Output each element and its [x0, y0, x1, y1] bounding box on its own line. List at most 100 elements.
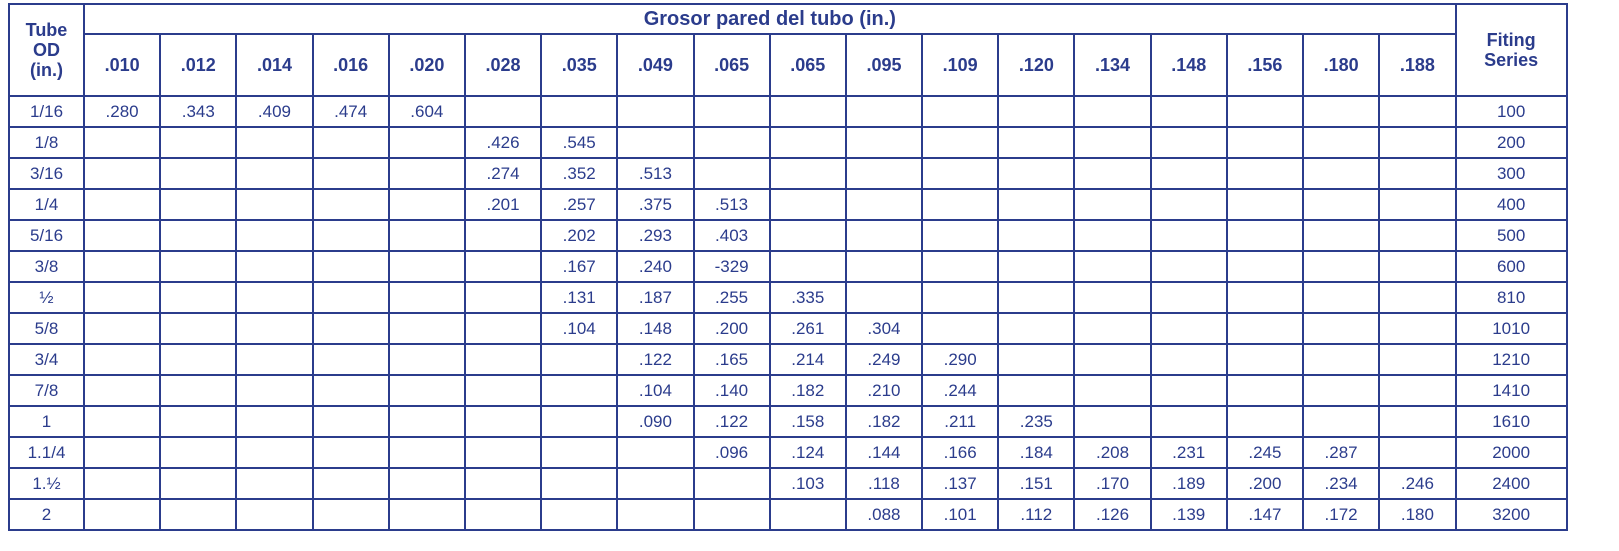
value-cell [844, 126, 924, 159]
series-cell: 2400 [1454, 467, 1568, 500]
table-row: 1/8 .426.545 200 [8, 126, 1568, 159]
value-cell [616, 436, 695, 469]
value-cell [844, 188, 924, 221]
header-line: (in.) [30, 60, 63, 80]
value-cell [692, 157, 771, 190]
value-cell [1225, 219, 1305, 252]
value-cell [387, 281, 466, 314]
series-cell: 1410 [1454, 374, 1568, 407]
value-cell [311, 498, 390, 531]
table-row: 2 .088.101.112.126.139.147.172.180 3200 [8, 498, 1568, 531]
value-cell [1301, 157, 1381, 190]
series-cell: 1210 [1454, 343, 1568, 376]
od-cell: 7/8 [8, 374, 85, 407]
value-cell [768, 219, 847, 252]
value-cell [844, 281, 924, 314]
value-cell: .147 [1225, 498, 1305, 531]
od-cell: 5/16 [8, 219, 85, 252]
value-cell [921, 126, 1000, 159]
header-line: Series [1484, 50, 1539, 70]
value-cell: .290 [921, 343, 1000, 376]
value-cell: .122 [692, 405, 771, 438]
value-cell [82, 498, 162, 531]
value-cell [997, 312, 1076, 345]
value-cell [768, 250, 847, 283]
series-cell: 3200 [1454, 498, 1568, 531]
value-cell [1073, 95, 1152, 128]
value-cell [921, 312, 1000, 345]
value-cell [159, 312, 238, 345]
value-cell [921, 219, 1000, 252]
value-cell [159, 405, 238, 438]
value-cell: .201 [463, 188, 543, 221]
value-cell [1073, 281, 1152, 314]
value-cell [235, 312, 314, 345]
wall-header: .148 [1149, 33, 1228, 97]
wall-header: .065 [768, 33, 847, 97]
series-cell: 2000 [1454, 436, 1568, 469]
series-cell: 200 [1454, 126, 1568, 159]
value-cell [1073, 250, 1152, 283]
value-cell [997, 250, 1076, 283]
value-cell [1149, 219, 1228, 252]
value-cell: .101 [921, 498, 1000, 531]
value-cell: .287 [1301, 436, 1381, 469]
value-cell [82, 188, 162, 221]
value-cell: .166 [921, 436, 1000, 469]
value-cell [82, 126, 162, 159]
value-cell [311, 312, 390, 345]
value-cell [311, 405, 390, 438]
value-cell: .235 [997, 405, 1076, 438]
value-cell: .144 [844, 436, 924, 469]
value-cell: .403 [692, 219, 771, 252]
value-cell: .293 [616, 219, 695, 252]
value-cell [82, 467, 162, 500]
value-cell [921, 95, 1000, 128]
value-cell: .104 [616, 374, 695, 407]
value-cell [159, 374, 238, 407]
value-cell [1225, 343, 1305, 376]
value-cell [1378, 312, 1457, 345]
value-cell: .513 [616, 157, 695, 190]
wall-thickness-table: Tube OD (in.) Grosor pared del tubo (in.… [8, 3, 1568, 531]
wall-header: .028 [463, 33, 543, 97]
table-row: 3/8 .167.240 -329 600 [8, 250, 1568, 283]
value-cell [1149, 126, 1228, 159]
od-cell: 2 [8, 498, 85, 531]
value-cell [616, 95, 695, 128]
value-cell: .180 [1378, 498, 1457, 531]
od-cell: 1/4 [8, 188, 85, 221]
value-cell [921, 188, 1000, 221]
value-cell [1378, 157, 1457, 190]
value-cell: .187 [616, 281, 695, 314]
wall-header: .109 [921, 33, 1000, 97]
value-cell [1301, 374, 1381, 407]
value-cell: .257 [540, 188, 619, 221]
value-cell [1073, 343, 1152, 376]
value-cell [1149, 343, 1228, 376]
value-cell [1149, 374, 1228, 407]
value-cell [540, 343, 619, 376]
value-cell [921, 281, 1000, 314]
value-cell: .261 [768, 312, 847, 345]
value-cell [692, 498, 771, 531]
value-cell [768, 95, 847, 128]
value-cell [463, 250, 543, 283]
value-cell: .214 [768, 343, 847, 376]
value-cell [387, 498, 466, 531]
table-row: 3/16 .274.352.513 300 [8, 157, 1568, 190]
value-cell [387, 343, 466, 376]
series-cell: 500 [1454, 219, 1568, 252]
value-cell [82, 281, 162, 314]
table-row: 1.½ .103.118.137.151.170.189.200.234.246 2… [8, 467, 1568, 500]
value-cell [387, 312, 466, 345]
value-cell [1301, 95, 1381, 128]
value-cell [159, 436, 238, 469]
value-cell: .545 [540, 126, 619, 159]
value-cell [1301, 343, 1381, 376]
table-row: 5/8 .104.148.200.261.304 1010 [8, 312, 1568, 345]
value-cell [159, 219, 238, 252]
value-cell [311, 250, 390, 283]
value-cell [1225, 157, 1305, 190]
value-cell: .240 [616, 250, 695, 283]
